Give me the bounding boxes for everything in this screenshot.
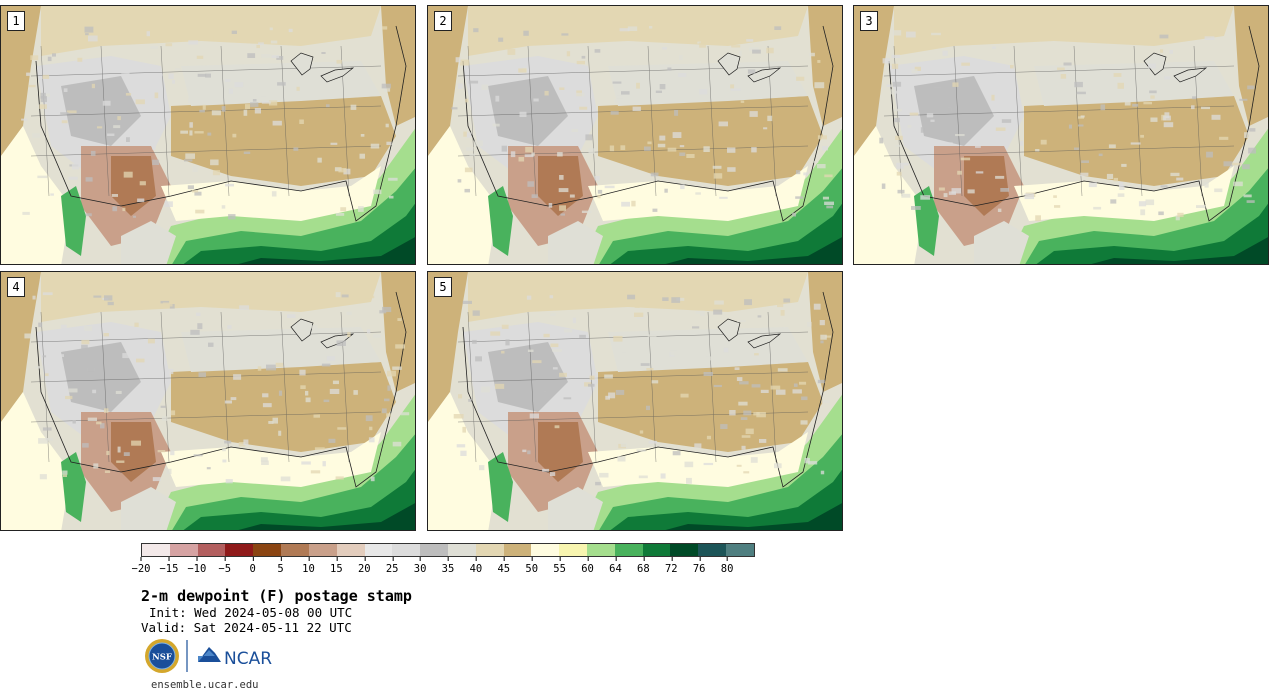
colorbar-swatch — [698, 544, 727, 556]
colorbar-tick-label: 50 — [525, 557, 538, 575]
nsf-logo: NSF — [145, 639, 179, 673]
colorbar-tick-label: 72 — [665, 557, 678, 575]
colorbar-tick-label: 30 — [414, 557, 426, 575]
colorbar-swatch — [503, 544, 532, 556]
colorbar-tick-label: 55 — [553, 557, 566, 575]
colorbar-swatch — [726, 544, 754, 556]
colorbar-tick-label: −20 — [132, 557, 150, 575]
colorbar-ticks: −20 −15 −10 −5 0 5 10 15 20 25 30 35 40 45 50 55 60 64 68 7… — [132, 557, 755, 581]
colorbar-swatch — [308, 544, 337, 556]
colorbar-tick-label: 35 — [442, 557, 454, 575]
colorbar-tick-label: 60 — [581, 557, 594, 575]
colorbar-swatch — [531, 544, 560, 556]
map-panel-3: 3 — [853, 5, 1269, 265]
map-panel-1: 1 — [0, 5, 416, 265]
panel-number: 1 — [7, 11, 25, 31]
colorbar-tick-label: 68 — [637, 557, 650, 575]
colorbar-tick-label: 20 — [358, 557, 371, 575]
dewpoint-map — [1, 6, 415, 264]
panel-number: 5 — [434, 277, 452, 297]
colorbar-swatch — [587, 544, 615, 556]
colorbar-swatch — [614, 544, 643, 556]
map-panel-4: 4 — [0, 271, 416, 531]
dewpoint-map — [428, 272, 842, 530]
colorbar-swatch — [142, 544, 170, 556]
svg-text:NCAR: NCAR — [224, 649, 272, 669]
colorbar-tick-label: 15 — [330, 557, 343, 575]
colorbar-swatch — [420, 544, 448, 556]
colorbar-swatch — [281, 544, 309, 556]
svg-text:NSF: NSF — [152, 653, 172, 663]
colorbar-tick-label: −15 — [159, 557, 178, 575]
colorbar-tick-label: 10 — [302, 557, 315, 575]
colorbar-tick-label: 64 — [609, 557, 622, 575]
colorbar-swatch — [197, 544, 226, 556]
colorbar — [141, 543, 755, 557]
panel-number: 3 — [860, 11, 878, 31]
dewpoint-map — [1, 272, 415, 530]
valid-time: Valid: Sat 2024-05-11 22 UTC — [141, 620, 352, 635]
logos: NSF NCAR — [145, 639, 272, 673]
dewpoint-map — [854, 6, 1268, 264]
colorbar-swatch — [475, 544, 504, 556]
map-panel-5: 5 — [427, 271, 843, 531]
colorbar-swatch — [364, 544, 393, 556]
colorbar-tick-label: 25 — [386, 557, 399, 575]
panel-number: 2 — [434, 11, 452, 31]
colorbar-swatch — [225, 544, 254, 556]
dewpoint-map — [428, 6, 842, 264]
panel-number: 4 — [7, 277, 25, 297]
colorbar-tick-label: −5 — [218, 557, 231, 575]
site-url: ensemble.ucar.edu — [151, 679, 259, 691]
colorbar-tick-label: −10 — [187, 557, 206, 575]
colorbar-swatch — [336, 544, 365, 556]
ncar-logo: NCAR — [198, 647, 272, 669]
colorbar-swatch — [559, 544, 587, 556]
colorbar-swatch — [392, 544, 421, 556]
colorbar-tick-label: 0 — [249, 557, 256, 575]
map-panel-2: 2 — [427, 5, 843, 265]
colorbar-swatch — [169, 544, 198, 556]
colorbar-tick-label: 76 — [693, 557, 706, 575]
colorbar-swatch — [253, 544, 282, 556]
plot-title: 2-m dewpoint (F) postage stamp — [141, 587, 412, 605]
colorbar-tick-label: 80 — [721, 557, 733, 575]
colorbar-tick-label: 45 — [497, 557, 510, 575]
colorbar-tick-label: 40 — [470, 557, 482, 575]
colorbar-tick-label: 5 — [277, 557, 284, 575]
colorbar-swatch — [642, 544, 671, 556]
colorbar-swatch — [447, 544, 476, 556]
colorbar-swatch — [670, 544, 699, 556]
init-time: Init: Wed 2024-05-08 00 UTC — [149, 605, 353, 620]
